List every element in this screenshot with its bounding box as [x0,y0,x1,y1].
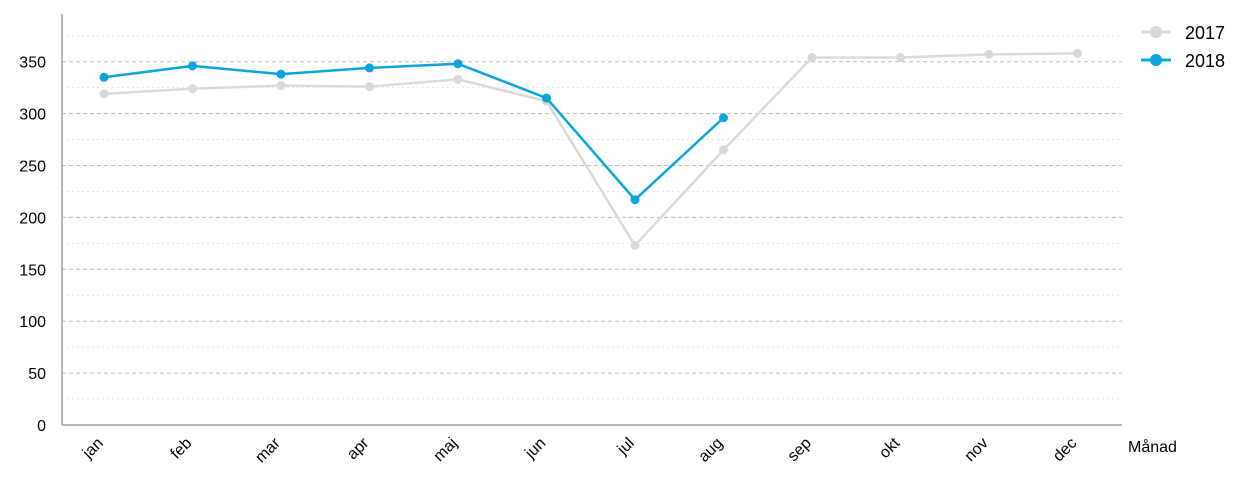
data-point [277,81,286,90]
data-point [719,113,728,122]
data-point [631,241,640,250]
data-point [631,195,640,204]
legend-item: 2017 [1141,23,1225,43]
y-tick-labels: 0 50 100 150 200 250 300 350 [19,55,46,435]
x-tick-label: apr [344,434,373,463]
data-point [277,70,286,79]
x-tick-label: jun [521,435,549,463]
x-tick-label: aug [695,435,726,466]
data-point [1073,49,1082,58]
x-tick-label: jul [614,435,638,459]
x-tick-label: sep [785,435,815,465]
legend-swatch-marker [1150,54,1162,66]
axes [62,14,1122,425]
data-point [896,53,905,62]
series-2018 [100,59,729,204]
y-tick-label: 300 [19,107,46,124]
data-point [100,89,109,98]
gridlines [62,36,1122,399]
x-tick-label: mar [252,434,284,466]
x-tick-label: feb [168,435,196,463]
data-point [365,63,374,72]
y-tick-label: 50 [28,366,46,383]
data-point [454,59,463,68]
data-point [365,82,374,91]
x-tick-label: jan [79,435,107,463]
legend-label: 2017 [1185,23,1225,43]
data-point [188,84,197,93]
y-tick-label: 150 [19,262,46,279]
data-point [719,145,728,154]
y-tick-label: 250 [19,159,46,176]
y-tick-label: 100 [19,314,46,331]
data-point [808,53,817,62]
x-tick-label: okt [876,434,904,462]
legend-item: 2018 [1141,51,1225,71]
y-tick-label: 350 [19,55,46,72]
legend: 2017 2018 [1141,23,1225,71]
legend-label: 2018 [1185,51,1225,71]
y-tick-label: 0 [37,418,46,435]
x-tick-labels: jan feb mar apr maj jun jul aug sep okt nov dec [79,434,1080,466]
data-point [542,94,551,103]
y-tick-label: 200 [19,210,46,227]
x-tick-label: maj [431,435,461,465]
data-point [100,73,109,82]
x-tick-label: dec [1050,435,1080,465]
series [100,49,1083,250]
data-point [454,75,463,84]
data-point [985,50,994,59]
x-axis-title: Månad [1128,438,1177,456]
x-tick-label: nov [962,435,992,465]
data-point [188,61,197,70]
legend-swatch-marker [1150,26,1162,38]
